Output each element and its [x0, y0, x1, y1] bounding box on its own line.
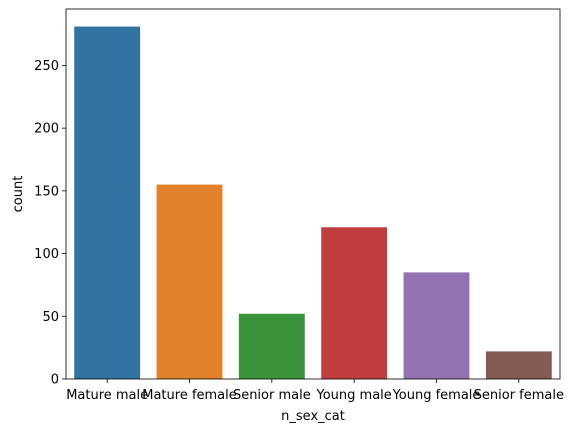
- bar-mature-female: [156, 184, 223, 379]
- y-tick-label: 250: [34, 59, 59, 74]
- y-tick-label: 150: [34, 184, 59, 199]
- y-tick-label: 200: [34, 122, 59, 137]
- x-tick-label: Mature male: [66, 388, 148, 403]
- plot-frame: [65, 8, 561, 380]
- bar-senior-male: [238, 313, 305, 379]
- y-axis: 0 50 100 150 200 250: [34, 59, 66, 388]
- bar-senior-female: [485, 351, 552, 379]
- x-tick-label: Young female: [392, 388, 481, 403]
- x-tick-label: Young male: [316, 388, 392, 403]
- y-tick-label: 50: [42, 310, 59, 325]
- bars-layer: [74, 26, 552, 379]
- y-tick-label: 100: [34, 247, 59, 262]
- y-axis-label: count: [11, 176, 26, 213]
- x-axis-label: n_sex_cat: [281, 409, 345, 424]
- bar-young-female: [403, 272, 470, 379]
- bar-mature-male: [74, 26, 141, 379]
- x-tick-label: Senior male: [233, 388, 311, 403]
- bar-young-male: [321, 227, 388, 379]
- x-tick-label: Mature female: [142, 388, 237, 403]
- y-tick-label: 0: [51, 373, 59, 388]
- x-tick-label: Senior female: [474, 388, 564, 403]
